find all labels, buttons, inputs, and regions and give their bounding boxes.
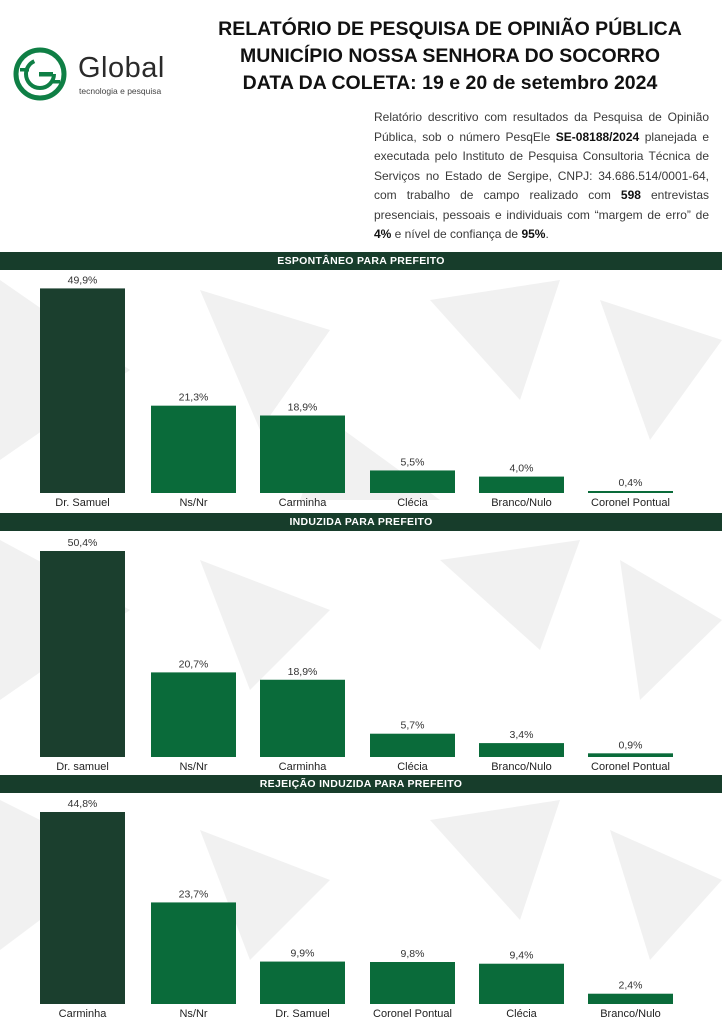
- chart-rejeicao-svg: 44,8% Carminha 23,7% Ns/Nr 9,9% Dr. Samuel 9,8…: [40, 798, 673, 1020]
- chart-rejeicao: 44,8% Carminha 23,7% Ns/Nr 9,9% Dr. Samuel 9,8…: [0, 793, 722, 1024]
- bar-ns-nr: [151, 405, 236, 493]
- value-label: 50,4%: [68, 537, 98, 549]
- section-band-rejeicao: REJEIÇÃO INDUZIDA PARA PREFEITO: [0, 775, 722, 793]
- category-label: Clécia: [397, 497, 428, 509]
- desc-text-2: planejada e executada pelo Instituto de …: [374, 129, 710, 203]
- value-label: 0,4%: [619, 477, 643, 489]
- category-label: Clécia: [397, 761, 428, 773]
- bar-cl-cia: [370, 733, 455, 757]
- report-description: Relatório descritivo com resultados da P…: [374, 108, 709, 245]
- desc-text-4: e nível de confiança de: [391, 227, 522, 241]
- category-label: Ns/Nr: [179, 1008, 207, 1020]
- bar-coronel-pontual: [588, 491, 673, 493]
- category-label: Carminha: [279, 497, 328, 509]
- title-line-3: DATA DA COLETA: 19 e 20 de setembro 2024: [242, 72, 658, 94]
- category-label: Branco/Nulo: [600, 1008, 661, 1020]
- category-label: Ns/Nr: [179, 497, 207, 509]
- bar-branco-nulo: [479, 476, 564, 493]
- category-label: Dr. Samuel: [275, 1008, 329, 1020]
- desc-text-1: Relatório descritivo com resultados da P…: [374, 110, 709, 144]
- category-label: Coronel Pontual: [373, 1008, 452, 1020]
- chart-induzida: 50,4% Dr. samuel 20,7% Ns/Nr 18,9% Carminha 5,…: [0, 531, 722, 775]
- category-label: Clécia: [506, 1008, 537, 1020]
- bar-cl-cia: [479, 963, 564, 1004]
- value-label: 23,7%: [179, 888, 209, 900]
- chart-espontaneo-svg: 49,9% Dr. Samuel 21,3% Ns/Nr 18,9% Carminha 5,…: [40, 274, 673, 509]
- category-label: Carminha: [279, 761, 328, 773]
- logo-tagline: tecnologia e pesquisa: [79, 86, 162, 96]
- bar-carminha: [40, 812, 125, 1004]
- bar-dr-samuel: [40, 288, 125, 493]
- value-label: 21,3%: [179, 392, 209, 404]
- bar-branco-nulo: [588, 993, 673, 1004]
- value-label: 9,4%: [510, 950, 534, 962]
- value-label: 20,7%: [179, 658, 209, 670]
- chart-espontaneo: 49,9% Dr. Samuel 21,3% Ns/Nr 18,9% Carminha 5,…: [0, 270, 722, 510]
- category-label: Branco/Nulo: [491, 761, 552, 773]
- bar-carminha: [260, 415, 345, 493]
- category-label: Coronel Pontual: [591, 497, 670, 509]
- logo: Global tecnologia e pesquisa: [12, 46, 182, 106]
- bar-cl-cia: [370, 470, 455, 493]
- bar-branco-nulo: [479, 743, 564, 757]
- bar-coronel-pontual: [370, 962, 455, 1004]
- desc-text-3: entrevistas presenciais, pessoais e indi…: [374, 188, 710, 222]
- category-label: Branco/Nulo: [491, 497, 552, 509]
- bar-dr-samuel: [260, 961, 345, 1004]
- value-label: 2,4%: [619, 980, 643, 992]
- value-label: 18,9%: [288, 666, 318, 678]
- logo-wordmark: Global: [78, 52, 165, 84]
- category-label: Ns/Nr: [179, 761, 207, 773]
- globe-g-icon: [13, 47, 67, 101]
- report-title: RELATÓRIO DE PESQUISA DE OPINIÃO PÚBLICA…: [190, 16, 710, 97]
- value-label: 9,8%: [401, 948, 425, 960]
- category-label: Coronel Pontual: [591, 761, 670, 773]
- value-label: 9,9%: [291, 948, 315, 960]
- title-line-1: RELATÓRIO DE PESQUISA DE OPINIÃO PÚBLICA: [218, 18, 682, 40]
- desc-margem: 4%: [374, 227, 392, 241]
- bar-carminha: [260, 679, 345, 757]
- category-label: Carminha: [59, 1008, 108, 1020]
- desc-text-5: .: [545, 227, 549, 241]
- desc-confianca: 95%: [521, 227, 546, 241]
- value-label: 4,0%: [510, 463, 534, 475]
- value-label: 44,8%: [68, 798, 98, 810]
- bar-ns-nr: [151, 902, 236, 1004]
- value-label: 3,4%: [510, 729, 534, 741]
- category-label: Dr. Samuel: [55, 497, 109, 509]
- section-band-induzida: INDUZIDA PARA PREFEITO: [0, 513, 722, 531]
- bar-ns-nr: [151, 672, 236, 757]
- value-label: 5,5%: [401, 456, 425, 468]
- category-label: Dr. samuel: [56, 761, 109, 773]
- desc-registro: SE-08188/2024: [555, 129, 640, 144]
- chart-induzida-svg: 50,4% Dr. samuel 20,7% Ns/Nr 18,9% Carminha 5,…: [40, 537, 673, 773]
- title-line-2: MUNICÍPIO NOSSA SENHORA DO SOCORRO: [239, 45, 660, 67]
- desc-entrevistas: 598: [620, 188, 641, 202]
- bar-coronel-pontual: [588, 753, 673, 757]
- value-label: 0,9%: [619, 739, 643, 751]
- value-label: 18,9%: [288, 402, 318, 414]
- bar-dr-samuel: [40, 551, 125, 757]
- value-label: 49,9%: [68, 274, 98, 286]
- value-label: 5,7%: [401, 720, 425, 732]
- section-band-espontaneo: ESPONTÂNEO PARA PREFEITO: [0, 252, 722, 270]
- report-header: Global tecnologia e pesquisa RELATÓRIO D…: [0, 0, 722, 250]
